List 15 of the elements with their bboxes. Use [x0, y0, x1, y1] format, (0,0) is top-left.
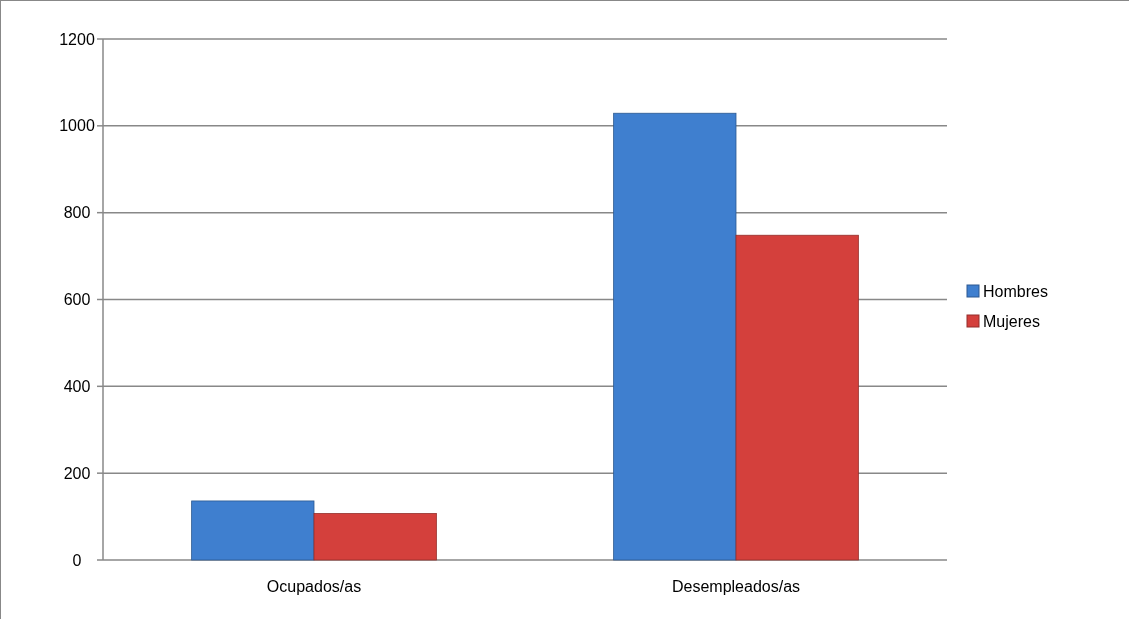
y-tick-label: 600	[63, 291, 91, 309]
bar	[313, 513, 437, 561]
y-tick-label: 200	[63, 464, 91, 482]
legend-label: Hombres	[983, 282, 1048, 300]
x-tick-label: Desempleados/as	[671, 578, 801, 595]
y-tick-label: 1000	[59, 117, 95, 135]
y-tick-label: 400	[63, 377, 91, 395]
y-tick-label: 800	[63, 204, 91, 222]
y-tick-label: 1200	[59, 30, 95, 48]
bar	[613, 112, 737, 561]
x-tick-label: Ocupados/as	[266, 578, 362, 595]
bar	[735, 234, 859, 561]
legend-label: Mujeres	[983, 312, 1040, 330]
y-tick-label: 0	[72, 551, 82, 569]
bar	[191, 500, 315, 561]
